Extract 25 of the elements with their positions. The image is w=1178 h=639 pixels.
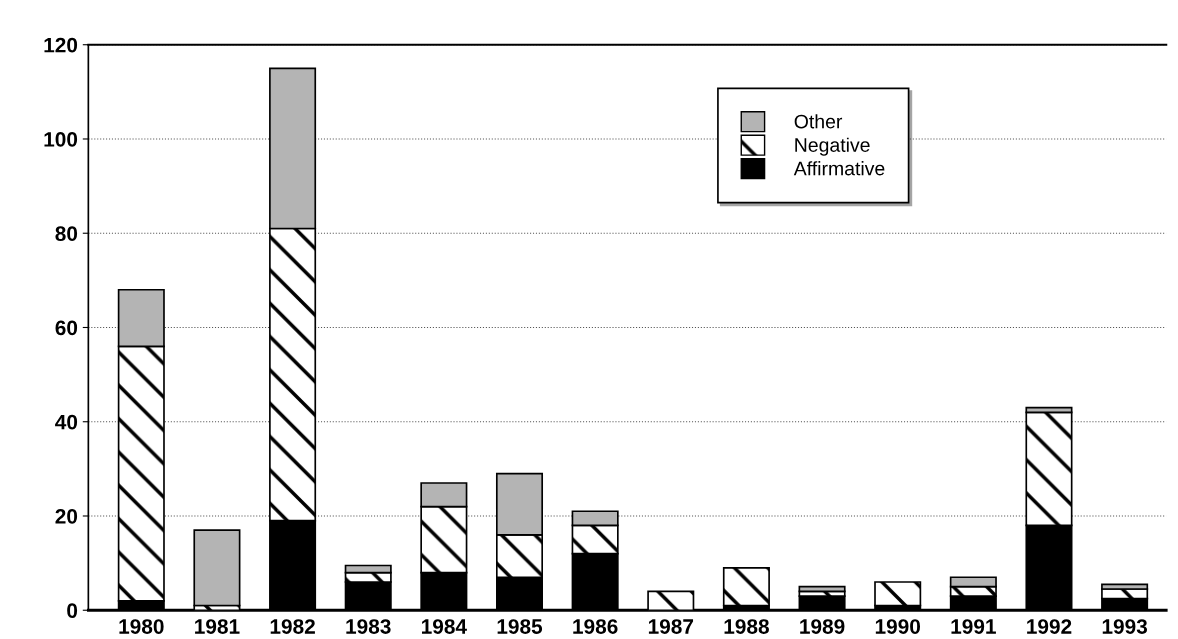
legend-label: Negative xyxy=(795,137,870,156)
x-tick-label: 1984 xyxy=(422,619,467,634)
y-tick-label: 80 xyxy=(55,226,78,241)
y-tick-label: 20 xyxy=(55,508,78,524)
x-tick-label: 1985 xyxy=(497,619,543,634)
x-tick-label: 1990 xyxy=(875,619,921,634)
x-tick-label: 1983 xyxy=(346,619,391,634)
y-tick-label: 0 xyxy=(67,603,78,618)
x-tick-label: 1980 xyxy=(119,619,164,634)
legend-label: Affirmative xyxy=(793,161,885,176)
x-tick-label: 1989 xyxy=(800,619,845,634)
x-tick-label: 1992 xyxy=(1027,619,1072,634)
x-tick-label: 1986 xyxy=(573,619,618,634)
y-tick-label: 60 xyxy=(55,320,78,336)
x-tick-label: 1982 xyxy=(270,619,315,634)
legend-label: Other xyxy=(794,114,843,129)
x-tick-label: 1993 xyxy=(1102,619,1148,634)
x-tick-label: 1991 xyxy=(951,619,996,634)
y-tick-label: 100 xyxy=(44,131,78,147)
x-tick-label: 1988 xyxy=(724,619,769,634)
x-tick-label: 1981 xyxy=(195,619,240,634)
y-tick-label: 40 xyxy=(55,414,78,430)
x-tick-label: 1987 xyxy=(648,619,694,634)
y-tick-label: 120 xyxy=(44,37,78,53)
bar xyxy=(193,529,241,607)
